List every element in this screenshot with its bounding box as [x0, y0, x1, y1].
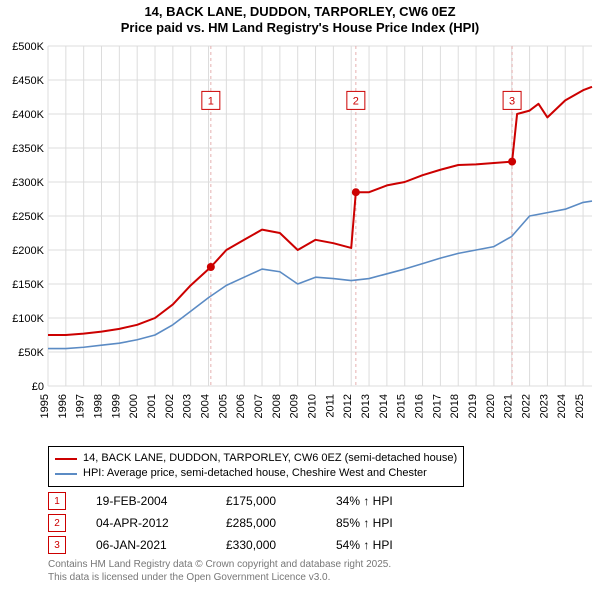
- y-tick-label: £450K: [12, 75, 44, 87]
- legend-swatch: [55, 458, 77, 460]
- x-tick-label: 2025: [574, 394, 586, 418]
- x-tick-label: 2022: [521, 394, 533, 418]
- y-tick-label: £500K: [12, 42, 44, 53]
- transaction-price: £175,000: [226, 494, 306, 508]
- x-tick-label: 2013: [360, 394, 372, 418]
- x-tick-label: 2018: [449, 394, 461, 418]
- x-tick-label: 1996: [57, 394, 69, 418]
- x-tick-label: 2024: [556, 394, 568, 418]
- x-tick-label: 2004: [200, 394, 212, 418]
- x-tick-label: 1998: [93, 394, 105, 418]
- transaction-pct: 85% ↑ HPI: [336, 516, 436, 530]
- transaction-date: 19-FEB-2004: [96, 494, 196, 508]
- y-tick-label: £300K: [12, 177, 44, 189]
- page: 14, BACK LANE, DUDDON, TARPORLEY, CW6 0E…: [0, 0, 600, 590]
- chart-title-line2: Price paid vs. HM Land Registry's House …: [0, 20, 600, 36]
- x-tick-label: 1995: [39, 394, 51, 418]
- x-tick-label: 2003: [182, 394, 194, 418]
- y-tick-label: £200K: [12, 245, 44, 257]
- series-point-marker: [508, 158, 516, 166]
- legend-item: HPI: Average price, semi-detached house,…: [55, 466, 457, 481]
- x-tick-label: 1999: [110, 394, 122, 418]
- transaction-date: 06-JAN-2021: [96, 538, 196, 552]
- chart-title-line1: 14, BACK LANE, DUDDON, TARPORLEY, CW6 0E…: [0, 4, 600, 20]
- marker-number: 1: [208, 95, 214, 107]
- x-tick-label: 1997: [75, 394, 87, 418]
- y-tick-label: £400K: [12, 109, 44, 121]
- x-tick-label: 2006: [235, 394, 247, 418]
- footer-line2: This data is licensed under the Open Gov…: [48, 572, 590, 585]
- transaction-price: £285,000: [226, 516, 306, 530]
- x-tick-label: 2019: [467, 394, 479, 418]
- x-tick-label: 2007: [253, 394, 265, 418]
- marker-number: 2: [353, 95, 359, 107]
- y-tick-label: £100K: [12, 313, 44, 325]
- x-tick-label: 2000: [128, 394, 140, 418]
- footer-line1: Contains HM Land Registry data © Crown c…: [48, 559, 590, 572]
- x-tick-label: 2012: [342, 394, 354, 418]
- x-tick-label: 2001: [146, 394, 158, 418]
- y-tick-label: £50K: [18, 347, 44, 359]
- legend-item: 14, BACK LANE, DUDDON, TARPORLEY, CW6 0E…: [55, 451, 457, 466]
- chart-title-block: 14, BACK LANE, DUDDON, TARPORLEY, CW6 0E…: [0, 0, 600, 37]
- transaction-number-box: 1: [48, 492, 66, 510]
- transactions-table: 1 19-FEB-2004 £175,000 34% ↑ HPI 2 04-APR-201…: [48, 490, 436, 556]
- marker-number: 3: [509, 95, 515, 107]
- transaction-row: 2 04-APR-2012 £285,000 85% ↑ HPI: [48, 512, 436, 534]
- x-tick-label: 2005: [217, 394, 229, 418]
- transaction-number-box: 2: [48, 514, 66, 532]
- transaction-pct: 34% ↑ HPI: [336, 494, 436, 508]
- x-tick-label: 2011: [324, 394, 336, 418]
- legend-label: HPI: Average price, semi-detached house,…: [83, 466, 427, 481]
- legend-label: 14, BACK LANE, DUDDON, TARPORLEY, CW6 0E…: [83, 451, 457, 466]
- footer-attribution: Contains HM Land Registry data © Crown c…: [48, 559, 590, 584]
- series-point-marker: [352, 188, 360, 196]
- x-tick-label: 2008: [271, 394, 283, 418]
- x-tick-label: 2002: [164, 394, 176, 418]
- legend-swatch: [55, 473, 77, 475]
- transaction-price: £330,000: [226, 538, 306, 552]
- y-tick-label: £250K: [12, 211, 44, 223]
- x-tick-label: 2021: [503, 394, 515, 418]
- transaction-date: 04-APR-2012: [96, 516, 196, 530]
- x-tick-label: 2023: [538, 394, 550, 418]
- x-tick-label: 2016: [414, 394, 426, 418]
- chart-area: £0 £50K £100K £150K £200K £250K £300K £350K £400…: [0, 42, 600, 440]
- y-tick-label: £350K: [12, 143, 44, 155]
- transaction-row: 1 19-FEB-2004 £175,000 34% ↑ HPI: [48, 490, 436, 512]
- x-tick-label: 2017: [431, 394, 443, 418]
- transaction-number-box: 3: [48, 536, 66, 554]
- chart-svg: £0 £50K £100K £150K £200K £250K £300K £350K £400…: [0, 42, 600, 440]
- transaction-row: 3 06-JAN-2021 £330,000 54% ↑ HPI: [48, 534, 436, 556]
- series-point-marker: [207, 263, 215, 271]
- y-tick-label: £0: [32, 381, 44, 393]
- x-tick-label: 2020: [485, 394, 497, 418]
- x-tick-label: 2015: [396, 394, 408, 418]
- x-tick-label: 2009: [289, 394, 301, 418]
- x-tick-label: 2010: [307, 394, 319, 418]
- x-tick-label: 2014: [378, 394, 390, 418]
- transaction-pct: 54% ↑ HPI: [336, 538, 436, 552]
- chart-legend: 14, BACK LANE, DUDDON, TARPORLEY, CW6 0E…: [48, 446, 464, 487]
- y-tick-label: £150K: [12, 279, 44, 291]
